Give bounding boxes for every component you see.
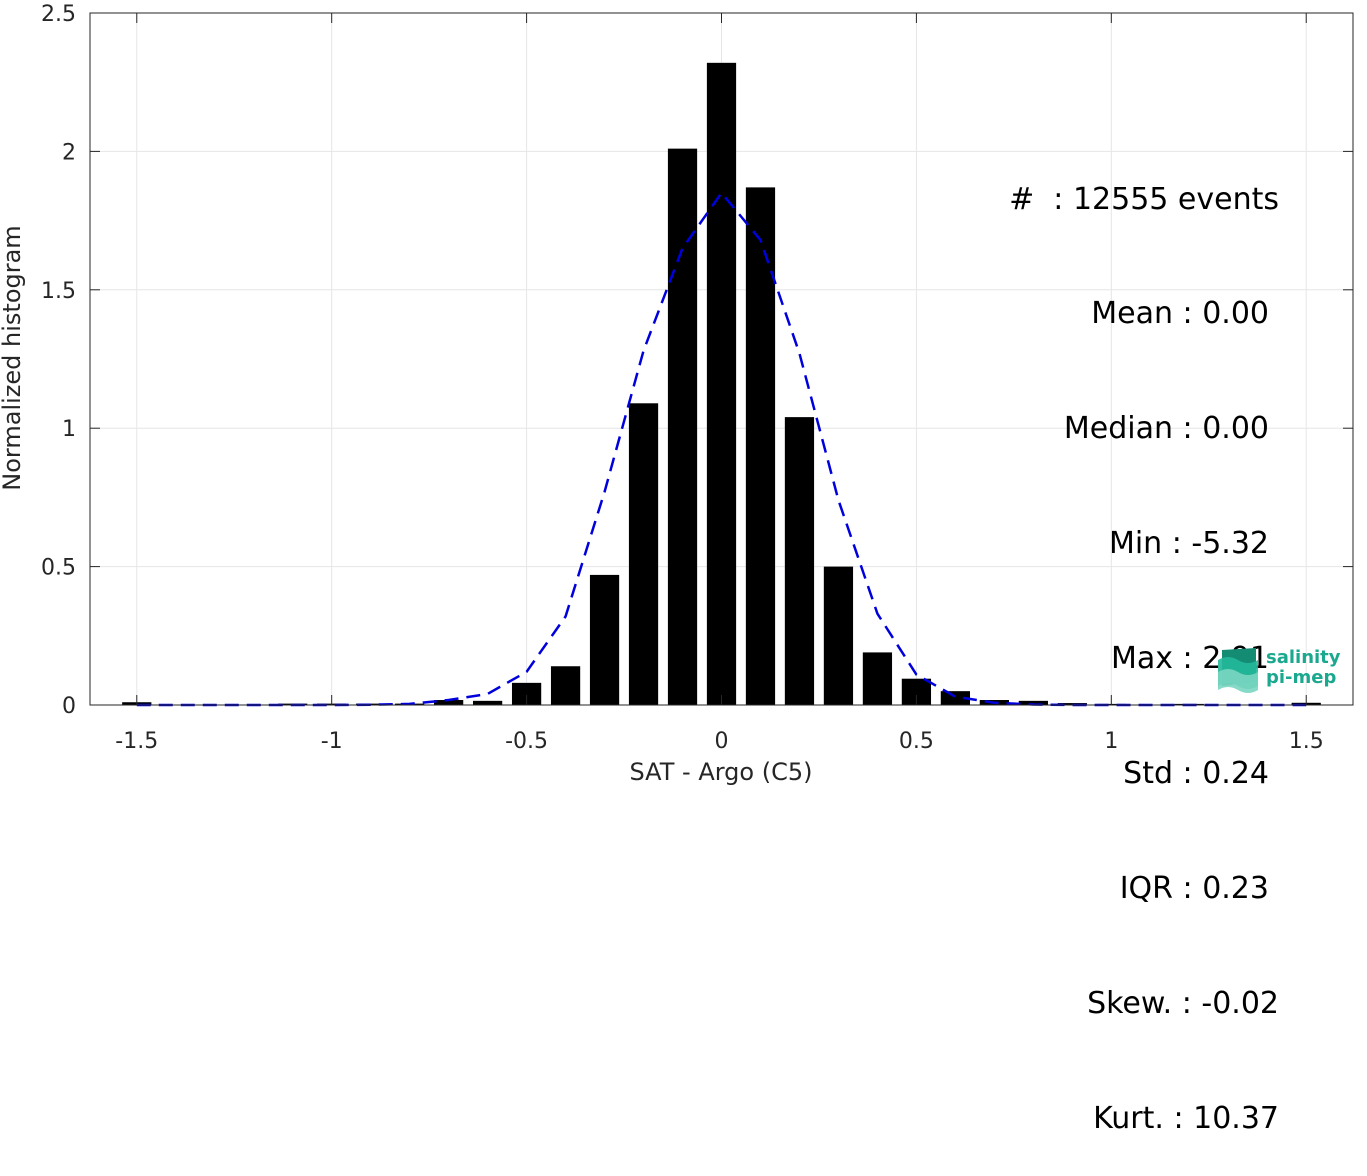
histogram-bar [628,403,659,705]
histogram-bar [823,566,854,705]
x-tick-label: 0 [715,729,729,754]
histogram-bars [122,62,1321,706]
histogram-bar [434,700,464,705]
histogram-chart: -1.5 -1 -0.5 0 0.5 1 1.5 0 0.5 1 1.5 2 2.5 SAT - Arg… [0,2,1354,786]
y-axis-label: Normalized histogram [0,225,26,490]
y-tick-label: 2 [62,140,76,165]
x-tick-label: 1.5 [1289,729,1324,754]
y-tick-label: 0.5 [41,556,76,581]
stat-count: # : 12555 events [1009,181,1279,217]
stat-min: Min : -5.32 [1108,526,1269,562]
histogram-bar [589,574,620,705]
x-axis-label: SAT - Argo (C5) [630,758,813,786]
histogram-bar [1057,703,1087,705]
histogram-bar [472,700,503,705]
wave-logo-icon [1218,648,1258,693]
y-tick-label: 0 [62,694,76,719]
logo-line-2: pi-mep [1266,667,1337,688]
histogram-bar [784,417,815,705]
histogram-bar [511,682,542,705]
axis-ticks: -1.5 -1 -0.5 0 0.5 1 1.5 0 0.5 1 1.5 2 2.5 [41,2,1353,754]
histogram-bar [862,652,893,705]
y-tick-label: 2.5 [41,2,76,27]
histogram-bar [706,62,737,706]
histogram-bar [1018,700,1048,705]
stat-iqr: IQR : 0.23 [1119,870,1269,906]
y-tick-label: 1 [62,417,76,442]
x-tick-label: -1.5 [115,729,158,754]
salinity-pimep-logo: salinity pi-mep [1216,646,1346,696]
stat-std: Std : 0.24 [1123,756,1269,792]
stat-skew: Skew. : -0.02 [1087,985,1279,1021]
histogram-bar [745,187,776,705]
histogram-bar [667,148,698,705]
stat-median: Median : 0.00 [1063,411,1269,447]
histogram-bar [550,666,581,705]
x-tick-label: 1 [1104,729,1118,754]
x-tick-label: 0.5 [899,729,934,754]
x-tick-label: -1 [321,729,343,754]
x-tick-label: -0.5 [505,729,548,754]
statistics-box: # : 12555 events Mean : 0.00 Median : 0.… [1009,104,1279,1176]
logo-text: salinity pi-mep [1266,648,1341,688]
logo-line-1: salinity [1266,647,1341,668]
stat-kurt: Kurt. : 10.37 [1093,1100,1279,1136]
stat-mean: Mean : 0.00 [1091,296,1269,332]
histogram-bar [940,691,971,705]
y-tick-label: 1.5 [41,279,76,304]
